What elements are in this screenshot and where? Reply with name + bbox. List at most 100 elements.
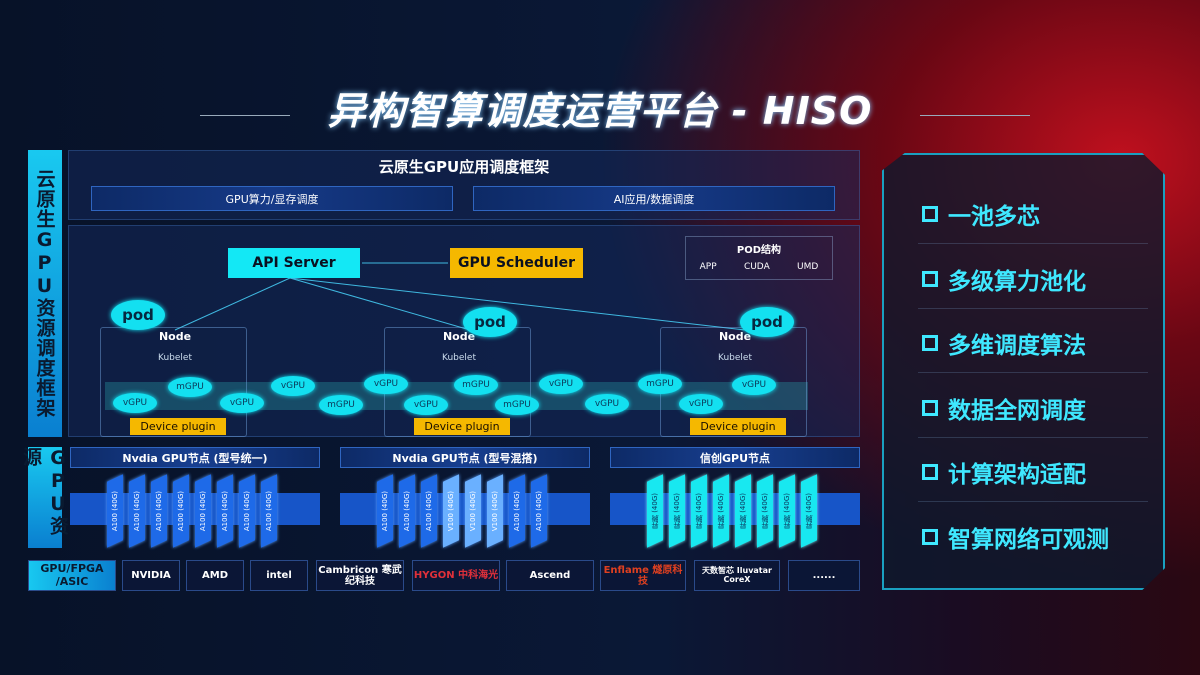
node-label: Node [158,330,192,343]
vgpu-unit: vGPU [404,395,448,415]
feature-label: 多级算力池化 [948,268,1086,295]
checkbox-icon [922,399,938,416]
gpu-scheduler: GPU Scheduler [450,248,583,278]
pod-cuda: CUDA [743,262,770,272]
gpu-card: A100 (40G) [129,474,145,548]
vgpu-unit: vGPU [679,394,723,414]
gpu-card-label: A100 (40G) [177,490,185,532]
link-node3 [289,277,746,331]
gpu-card-label: 昇腾 (40G) [717,492,725,530]
mgpu-unit: mGPU [168,377,212,397]
gpu-card: A100 (40G) [531,474,547,548]
gpu-card-label: A100 (40G) [381,490,389,532]
gpu-card-label: A100 (40G) [265,490,273,532]
vendor-logo-6: Enflame 燧原科技 [600,560,686,591]
gpu-card-label: 昇腾 (40G) [673,492,681,530]
feature-divider [918,307,1148,309]
page-title: 异构智算调度运营平台 - HISO [327,89,873,133]
gpu-card: A100 (40G) [151,474,167,548]
gpu-card-label: A100 (40G) [535,490,543,532]
vgpu-unit: vGPU [732,375,776,395]
gpu-card-label: A100 (40G) [513,490,521,532]
gpu-card: A100 (40G) [421,474,437,548]
vendor-logo-4: HYGON 中科海光 [412,560,500,591]
pod: pod [111,300,165,330]
pod-structure-title: POD结构 [736,245,782,256]
device-plugin: Device plugin [690,418,786,435]
feature-item: 多级算力池化 [922,262,1086,296]
node-label: Node [442,330,476,343]
gpu-node-title: Nvdia GPU节点 (型号混搭) [340,447,590,468]
mgpu-unit: mGPU [495,395,539,415]
gpu-card-label: V100 (40G) [469,490,477,532]
feature-item: 计算架构适配 [922,455,1086,489]
gpu-card: A100 (40G) [399,474,415,548]
feature-label: 多维调度算法 [948,333,1086,359]
title-decor-left [200,115,290,116]
gpu-card: A100 (40G) [509,474,525,548]
feature-label: 数据全网调度 [948,397,1086,424]
gpu-card-label: 昇腾 (40G) [651,492,659,530]
gpu-card: V100 (40G) [487,474,503,548]
api-server: API Server [228,248,360,278]
gpu-node-title: Nvdia GPU节点 (型号统一) [70,447,320,468]
features-panel [882,153,1165,590]
feature-label: 计算架构适配 [948,462,1086,488]
gpu-card: 昇腾 (40G) [647,474,663,548]
checkbox-icon [922,206,938,222]
device-plugin: Device plugin [130,418,226,435]
gpu-card-label: 昇腾 (40G) [805,492,813,530]
gpu-card: A100 (40G) [377,474,393,548]
gpu-card: A100 (40G) [195,474,211,548]
gpu-node-title: 信创GPU节点 [610,447,860,468]
gpu-card: 昇腾 (40G) [735,474,751,548]
feature-item: 一池多芯 [922,197,1040,231]
vgpu-unit: vGPU [539,374,583,394]
title-decor-right [920,115,1030,116]
mgpu-unit: mGPU [319,395,363,415]
feature-label: 一池多芯 [948,204,1040,230]
gpu-card-label: A100 (40G) [199,490,207,532]
gpu-card-label: 昇腾 (40G) [783,492,791,530]
checkbox-icon [922,335,938,351]
vendor-logo-0: NVIDIA [122,560,180,591]
vendor-logo-3: Cambricon 寒武纪科技 [316,560,404,591]
gpu-card: V100 (40G) [465,474,481,548]
gpu-card: A100 (40G) [239,474,255,548]
kubelet-label: Kubelet [718,353,752,363]
gpu-card-label: 昇腾 (40G) [761,492,769,530]
kubelet-label: Kubelet [158,353,192,363]
node-label: Node [718,330,752,343]
gpu-card-label: 昇腾 (40G) [739,492,747,530]
vgpu-unit: vGPU [364,374,408,394]
gpu-card-label: A100 (40G) [403,490,411,532]
framework-side-label: 云原生GPU资源调度框架 [28,150,62,437]
gpu-card: 昇腾 (40G) [801,474,817,548]
link-node2 [289,277,471,331]
checkbox-icon [922,464,938,480]
gpu-card: A100 (40G) [173,474,189,548]
checkbox-icon [922,270,938,287]
gpu-card: A100 (40G) [217,474,233,548]
feature-item: 多维调度算法 [922,326,1086,360]
vgpu-unit: vGPU [113,393,157,413]
vgpu-unit: vGPU [220,393,264,413]
gpu-card-label: V100 (40G) [447,490,455,532]
checkbox-icon [922,528,938,545]
ai-data-scheduling: AI应用/数据调度 [473,186,835,211]
pod-structure-box: POD结构 APP CUDA UMD [685,236,833,280]
vendor-category-label: GPU/FPGA /ASIC [28,560,116,591]
gpu-card: 昇腾 (40G) [669,474,685,548]
feature-divider [918,243,1148,244]
gpu-card: A100 (40G) [107,474,123,548]
gpu-card-label: 昇腾 (40G) [695,492,703,530]
gpu-card-label: A100 (40G) [425,490,433,532]
vgpu-unit: vGPU [271,376,315,396]
gpu-card: 昇腾 (40G) [757,474,773,548]
feature-item: 智算网络可观测 [922,520,1109,554]
gpu-card: 昇腾 (40G) [713,474,729,548]
kubelet-label: Kubelet [442,353,476,363]
gpu-card-label: A100 (40G) [155,490,163,532]
feature-divider [918,436,1148,438]
vgpu-unit: vGPU [585,394,629,414]
